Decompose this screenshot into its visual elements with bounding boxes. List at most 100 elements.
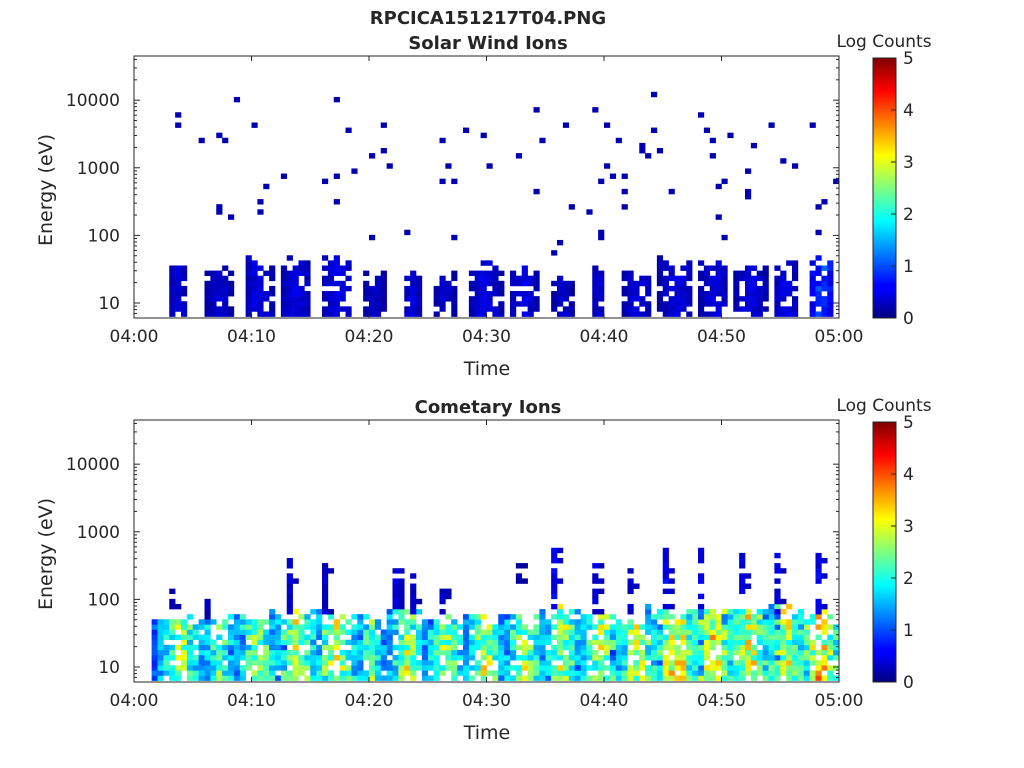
- heatmap-cell: [222, 285, 229, 292]
- heatmap-cell: [639, 275, 646, 282]
- heatmap-cell: [656, 306, 664, 312]
- heatmap-cell: [750, 675, 758, 681]
- heatmap-cell: [333, 173, 340, 179]
- heatmap-cell: [480, 655, 487, 661]
- heatmap-cell: [527, 301, 534, 307]
- heatmap-cell: [698, 301, 705, 307]
- heatmap-cell: [557, 239, 564, 246]
- heatmap-cell: [604, 629, 611, 635]
- heatmap-cell: [715, 675, 722, 681]
- heatmap-cell: [474, 634, 481, 641]
- heatmap-cell: [275, 629, 282, 635]
- heatmap-cell: [228, 665, 235, 671]
- heatmap-cell: [533, 624, 540, 630]
- heatmap-cell: [792, 270, 799, 277]
- heatmap-cell: [662, 557, 669, 564]
- heatmap-cell: [286, 639, 293, 646]
- heatmap-cell: [721, 275, 728, 282]
- heatmap-cell: [545, 655, 552, 661]
- heatmap-cell: [615, 619, 622, 625]
- heatmap-cell: [292, 619, 299, 625]
- heatmap-cell: [715, 619, 722, 625]
- heatmap-cell: [292, 649, 299, 656]
- heatmap-cell: [239, 629, 246, 635]
- heatmap-cell: [216, 275, 223, 282]
- heatmap-cell: [386, 614, 393, 620]
- heatmap-cell: [668, 649, 675, 656]
- heatmap-cell: [698, 311, 705, 317]
- heatmap-cell: [774, 296, 781, 302]
- heatmap-cell: [551, 573, 558, 579]
- heatmap-cell: [551, 624, 558, 630]
- heatmap-cell: [598, 280, 605, 287]
- heatmap-cell: [809, 660, 816, 666]
- heatmap-cell: [339, 285, 346, 292]
- heatmap-cell: [533, 649, 540, 656]
- heatmap-cell: [792, 614, 799, 620]
- heatmap-cell: [539, 644, 546, 651]
- heatmap-cell: [521, 296, 528, 302]
- heatmap-cell: [821, 649, 828, 656]
- heatmap-cell: [651, 634, 658, 641]
- heatmap-cell: [615, 675, 622, 681]
- heatmap-cell: [357, 639, 364, 646]
- heatmap-cell: [609, 639, 617, 646]
- heatmap-cell: [351, 624, 358, 630]
- heatmap-cell: [468, 644, 476, 651]
- heatmap-cell: [750, 301, 758, 307]
- heatmap-cell: [656, 644, 664, 651]
- heatmap-cell: [357, 655, 364, 661]
- heatmap-cell: [186, 639, 194, 646]
- heatmap-cell: [709, 291, 716, 297]
- heatmap-cell: [733, 609, 740, 615]
- heatmap-cell: [627, 270, 634, 277]
- heatmap-cell: [645, 280, 652, 287]
- heatmap-cell: [703, 639, 711, 646]
- heatmap-cell: [198, 660, 205, 666]
- heatmap-cell: [645, 311, 652, 317]
- heatmap-cell: [668, 588, 675, 595]
- heatmap-cell: [745, 609, 752, 615]
- heatmap-cell: [727, 644, 734, 651]
- heatmap-cell: [721, 649, 728, 656]
- heatmap-cell: [598, 660, 605, 666]
- heatmap-cell: [721, 675, 728, 681]
- heatmap-cell: [398, 634, 405, 641]
- heatmap-cell: [604, 665, 611, 671]
- heatmap-cell: [651, 649, 658, 656]
- heatmap-cell: [715, 285, 722, 292]
- heatmap-cell: [633, 624, 640, 630]
- heatmap-cell: [204, 634, 211, 641]
- heatmap-cell: [827, 265, 834, 271]
- heatmap-cell: [750, 285, 758, 292]
- heatmap-cell: [298, 655, 305, 661]
- heatmap-cell: [257, 296, 264, 302]
- heatmap-cell: [222, 619, 229, 625]
- heatmap-cell: [821, 280, 828, 287]
- heatmap-cell: [792, 275, 799, 282]
- heatmap-cell: [709, 624, 716, 630]
- heatmap-cell: [815, 563, 822, 569]
- heatmap-cell: [609, 614, 617, 620]
- heatmap-cell: [245, 296, 252, 302]
- heatmap-cell: [327, 644, 335, 651]
- heatmap-cell: [621, 188, 628, 195]
- heatmap-cell: [498, 670, 505, 676]
- heatmap-cell: [739, 275, 746, 282]
- heatmap-cell: [492, 624, 499, 630]
- heatmap-cell: [280, 649, 288, 656]
- heatmap-cell: [322, 665, 329, 671]
- heatmap-cell: [398, 609, 405, 615]
- heatmap-cell: [627, 619, 634, 625]
- heatmap-cell: [322, 306, 329, 312]
- heatmap-cell: [621, 655, 628, 661]
- heatmap-cell: [557, 578, 564, 584]
- heatmap-cell: [463, 665, 470, 671]
- heatmap-cell: [698, 578, 705, 584]
- heatmap-cell: [316, 609, 323, 615]
- heatmap-cell: [615, 644, 622, 651]
- heatmap-cell: [439, 629, 446, 635]
- heatmap-cell: [222, 624, 229, 630]
- heatmap-cell: [774, 665, 781, 671]
- heatmap-cell: [551, 306, 558, 312]
